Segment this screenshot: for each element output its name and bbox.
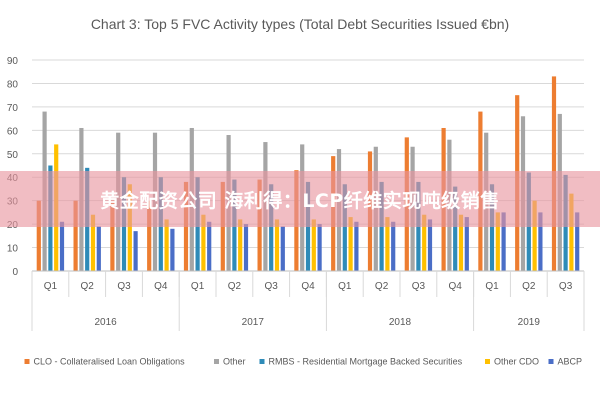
bar-q1-series-5	[60, 222, 64, 271]
legend-swatch	[214, 359, 219, 364]
legend-label: Other CDO	[494, 357, 539, 367]
legend-label: CLO - Collateralised Loan Obligations	[34, 357, 186, 367]
group-label: 2016	[94, 317, 117, 328]
bar-q4-series-4	[312, 219, 316, 271]
legend-label: RMBS - Residential Mortgage Backed Secur…	[269, 357, 463, 367]
x-tick-label: Q1	[485, 281, 499, 292]
x-tick-label: Q1	[191, 281, 205, 292]
bar-q3-series-5	[428, 219, 432, 271]
x-tick-label: Q2	[81, 281, 95, 292]
legend-swatch	[485, 359, 490, 364]
bar-q1-series-5	[354, 222, 358, 271]
bar-q4-series-5	[170, 229, 174, 271]
watermark-banner: 黄金配资公司 海利得：LCP纤维实现吨级销售	[0, 171, 600, 227]
x-axis: Q1 Q2 Q3 Q4 Q1 Q2 Q3 Q4 Q1 Q2 Q3 Q4 Q1 Q2 Q3 2016 2017 20…	[32, 271, 584, 331]
y-tick-label: 70	[7, 103, 19, 114]
y-tick-label: 50	[7, 150, 19, 161]
legend-swatch	[260, 359, 265, 364]
legend-swatch	[25, 359, 30, 364]
bar-q2-series-5	[97, 226, 101, 271]
legend-label: ABCP	[558, 357, 583, 367]
x-tick-label: Q1	[44, 281, 58, 292]
bar-q2-series-5	[391, 222, 395, 271]
y-axis: 0102030405060708090	[7, 56, 19, 278]
bar-q4-series-4	[165, 219, 169, 271]
bar-q3-series-5	[134, 231, 138, 271]
x-tick-label: Q1	[338, 281, 352, 292]
legend-swatch	[549, 359, 554, 364]
legend-label: Other	[223, 357, 246, 367]
x-tick-label: Q4	[154, 281, 168, 292]
y-tick-label: 10	[7, 244, 19, 255]
x-tick-label: Q2	[375, 281, 389, 292]
y-tick-label: 0	[12, 267, 18, 278]
legend: CLO - Collateralised Loan Obligations Oth…	[25, 357, 583, 367]
x-tick-label: Q4	[449, 281, 463, 292]
y-tick-label: 60	[7, 126, 19, 137]
chart-title: Chart 3: Top 5 FVC Activity types (Total…	[91, 16, 509, 32]
group-label: 2017	[242, 317, 265, 328]
watermark-text: 黄金配资公司 海利得：LCP纤维实现吨级销售	[100, 186, 500, 213]
bar-q3-series-5	[281, 226, 285, 271]
bar-q3-series-4	[275, 219, 279, 271]
x-tick-label: Q3	[559, 281, 573, 292]
x-tick-label: Q2	[228, 281, 242, 292]
x-tick-label: Q3	[412, 281, 426, 292]
x-tick-label: Q4	[301, 281, 315, 292]
group-label: 2018	[389, 317, 412, 328]
x-tick-label: Q3	[265, 281, 279, 292]
y-tick-label: 80	[7, 79, 19, 90]
bar-q2-series-4	[238, 219, 242, 271]
group-label: 2019	[518, 317, 541, 328]
y-tick-label: 90	[7, 56, 19, 67]
x-tick-label: Q2	[522, 281, 536, 292]
bar-q1-series-5	[207, 222, 211, 271]
bar-q2-series-5	[244, 224, 248, 271]
x-tick-label: Q3	[117, 281, 131, 292]
bar-q4-series-5	[318, 224, 322, 271]
